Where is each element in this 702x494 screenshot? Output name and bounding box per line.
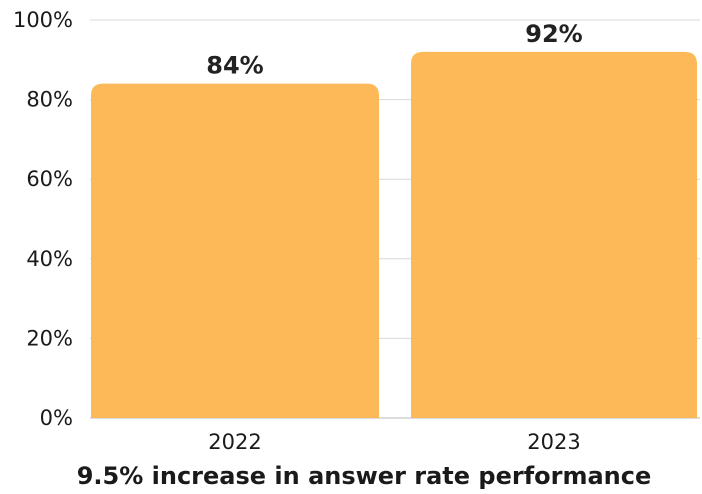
data-label-2023: 92%: [525, 20, 582, 48]
y-tick-label: 80%: [26, 88, 73, 112]
y-tick-label: 20%: [26, 326, 73, 350]
data-label-2022: 84%: [206, 52, 263, 80]
bars: [91, 51, 697, 419]
y-tick-label: 100%: [13, 8, 73, 32]
value-labels: 84% 92%: [206, 20, 582, 80]
y-tick-label: 60%: [26, 167, 73, 191]
chart-caption: 9.5% increase in answer rate performance: [77, 462, 652, 490]
y-tick-label: 40%: [26, 247, 73, 271]
bar-2023: [411, 51, 697, 419]
y-tick-label: 0%: [40, 406, 73, 430]
bar-2022: [91, 83, 379, 419]
x-tick-label-2023: 2023: [527, 430, 580, 454]
x-tick-label-2022: 2022: [208, 430, 261, 454]
y-axis-tick-labels: 0% 20% 40% 60% 80% 100%: [13, 8, 73, 430]
x-axis-tick-labels: 2022 2023: [208, 430, 580, 454]
